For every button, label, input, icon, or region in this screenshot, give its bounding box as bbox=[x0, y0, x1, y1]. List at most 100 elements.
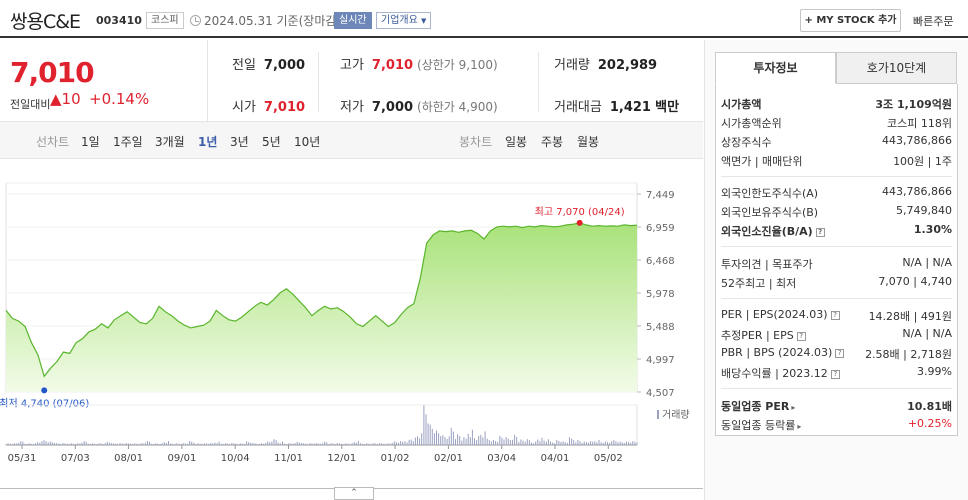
quote-table: 전일 7,000 고가 7,010 (상한가 9,100) 거래량 202,989 시가… bbox=[208, 40, 703, 122]
pbr-label: PBR | BPS (2024.03) bbox=[721, 346, 833, 359]
foreign-hold-value: 5,749,840 bbox=[896, 204, 952, 217]
quote-amount-label: 거래대금 bbox=[554, 100, 602, 115]
shares-value: 443,786,866 bbox=[882, 134, 952, 147]
collapse-button[interactable]: ⌃ bbox=[334, 487, 374, 500]
x-tick-label: 11/01 bbox=[274, 453, 303, 464]
quote-prev-value: 7,000 bbox=[263, 58, 306, 73]
lower-limit: (하한가 4,900) bbox=[417, 100, 498, 114]
quick-order-button[interactable]: 빠른주문 bbox=[913, 15, 954, 28]
tab-daily[interactable]: 일봉 bbox=[505, 135, 528, 149]
face-value: 100원 | 1주 bbox=[893, 155, 952, 168]
industry-per-row[interactable]: 동일업종 PER ▸ 10.81배 bbox=[721, 398, 952, 416]
market-cap-row: 시가총액 3조 1,109억원 bbox=[721, 96, 952, 114]
y-tick-label: 4,507 bbox=[646, 388, 675, 399]
date-text: 2024.05.31 기준(장마감) bbox=[204, 14, 342, 28]
market-badge: 코스피 bbox=[146, 12, 184, 29]
tab-5y[interactable]: 5년 bbox=[262, 135, 281, 149]
realtime-badge[interactable]: 실시간 bbox=[334, 12, 372, 29]
invest-info-content: 시가총액 3조 1,109억원 시가총액순위 코스피 118위 상장주식수 443,7… bbox=[715, 84, 958, 436]
company-info-dropdown[interactable]: 기업개요 ▼ bbox=[376, 12, 432, 29]
tab-1y[interactable]: 1년 bbox=[198, 135, 218, 149]
help-icon[interactable]: ? bbox=[830, 310, 840, 320]
week52-value: 7,070 | 4,740 bbox=[878, 275, 952, 288]
industry-rate-label: 동일업종 등락률 bbox=[721, 419, 796, 432]
est-per-value: N/A | N/A bbox=[902, 327, 952, 340]
market-cap-label: 시가총액 bbox=[721, 98, 762, 111]
tab-3m[interactable]: 3개월 bbox=[155, 135, 185, 149]
line-chart-heading: 선차트 bbox=[36, 135, 70, 149]
pbr-row: PBR | BPS (2024.03)? 2.58배 | 2,718원 bbox=[721, 346, 952, 364]
foreign-limit-value: 443,786,866 bbox=[882, 185, 952, 198]
quote-amount: 거래대금 1,421 백만 bbox=[554, 96, 679, 115]
chevron-down-icon: ▼ bbox=[421, 17, 427, 25]
stock-code: 003410 bbox=[96, 14, 142, 27]
quote-amount-unit: 백만 bbox=[655, 100, 680, 115]
tab-monthly[interactable]: 월봉 bbox=[577, 135, 600, 149]
industry-rate-row[interactable]: 동일업종 등락률 ▸ +0.25% bbox=[721, 417, 952, 435]
invest-tabs: 투자정보 호가10단계 bbox=[715, 52, 958, 84]
tab-3y[interactable]: 3년 bbox=[230, 135, 249, 149]
quote-open: 시가 7,010 bbox=[232, 96, 305, 115]
foreign-limit-label: 외국인한도주식수(A) bbox=[721, 187, 819, 200]
tab-1w[interactable]: 1주일 bbox=[113, 135, 143, 149]
current-price: 7,010 bbox=[10, 56, 95, 89]
x-tick-label: 05/02 bbox=[594, 453, 623, 464]
quote-prev-label: 전일 bbox=[232, 58, 256, 73]
week52-row: 52주최고 | 최저 7,070 | 4,740 bbox=[721, 275, 952, 293]
industry-per-label: 동일업종 PER bbox=[721, 400, 790, 413]
foreign-hold-label: 외국인보유주식수(B) bbox=[721, 206, 819, 219]
chevron-right-icon: ▸ bbox=[797, 422, 802, 431]
tab-invest-info[interactable]: 투자정보 bbox=[715, 52, 836, 84]
price-chart[interactable]: 7,449 6,959 6,468 5,978 5,488 4,997 4,507 최고 7,… bbox=[0, 159, 703, 469]
quote-volume: 거래량 202,989 bbox=[554, 54, 657, 73]
dividend-label: 배당수익률 | 2023.12 bbox=[721, 367, 828, 380]
x-tick-label: 12/01 bbox=[327, 453, 356, 464]
week52-label: 52주최고 | 최저 bbox=[721, 277, 797, 290]
y-tick-label: 6,468 bbox=[646, 256, 675, 267]
tab-order-book[interactable]: 호가10단계 bbox=[836, 52, 957, 84]
tab-10y[interactable]: 10년 bbox=[294, 135, 321, 149]
quote-volume-value: 202,989 bbox=[597, 58, 658, 73]
industry-rate-value: +0.25% bbox=[907, 417, 952, 430]
pbr-value: 2.58배 | 2,718원 bbox=[865, 348, 952, 361]
help-icon[interactable]: ? bbox=[815, 227, 825, 237]
quote-high: 고가 7,010 (상한가 9,100) bbox=[340, 54, 498, 73]
dividend-value: 3.99% bbox=[917, 365, 952, 378]
min-label: 최저 4,740 (07/06) bbox=[0, 397, 89, 409]
min-point bbox=[41, 387, 48, 394]
company-name[interactable]: 쌍용C&E bbox=[10, 11, 81, 33]
quote-low-label: 저가 bbox=[340, 100, 364, 115]
help-icon[interactable]: ? bbox=[830, 369, 840, 379]
opinion-label: 투자의견 | 목표주가 bbox=[721, 258, 813, 271]
rank-value: 코스피 118위 bbox=[887, 117, 952, 130]
face-row: 액면가 | 매매단위 100원 | 1주 bbox=[721, 153, 952, 171]
company-info-label: 기업개요 bbox=[381, 15, 418, 26]
tab-1d[interactable]: 1일 bbox=[81, 135, 100, 149]
help-icon[interactable]: ? bbox=[796, 331, 806, 341]
price-area bbox=[6, 222, 637, 392]
price-diff: ▲10 bbox=[50, 90, 81, 108]
per-value: 14.28배 | 491원 bbox=[868, 310, 952, 323]
face-label: 액면가 | 매매단위 bbox=[721, 155, 803, 168]
market-cap-value: 3조 1,109억원 bbox=[875, 98, 952, 111]
x-tick-label: 09/01 bbox=[167, 453, 196, 464]
max-point bbox=[576, 219, 583, 226]
x-tick-label: 02/01 bbox=[434, 453, 463, 464]
price-rate: +0.14% bbox=[89, 90, 150, 108]
tab-weekly[interactable]: 주봉 bbox=[541, 135, 564, 149]
x-tick-label: 05/31 bbox=[8, 453, 37, 464]
rank-row: 시가총액순위 코스피 118위 bbox=[721, 115, 952, 133]
quote-open-label: 시가 bbox=[232, 100, 256, 115]
quote-high-label: 고가 bbox=[340, 58, 364, 73]
add-mystock-button[interactable]: + MY STOCK 추가 bbox=[800, 9, 901, 32]
foreign-rate-row: 외국인소진율(B/A)? 1.30% bbox=[721, 223, 952, 241]
per-label: PER | EPS(2024.03) bbox=[721, 308, 828, 321]
upper-limit: (상한가 9,100) bbox=[417, 58, 498, 72]
dividend-row: 배당수익률 | 2023.12? 3.99% bbox=[721, 365, 952, 383]
y-tick-label: 4,997 bbox=[646, 355, 675, 366]
quote-prev: 전일 7,000 bbox=[232, 54, 305, 73]
help-icon[interactable]: ? bbox=[835, 348, 845, 358]
volume-label: 거래량 bbox=[662, 409, 690, 421]
rank-label: 시가총액순위 bbox=[721, 117, 782, 130]
foreign-limit-row: 외국인한도주식수(A) 443,786,866 bbox=[721, 185, 952, 203]
